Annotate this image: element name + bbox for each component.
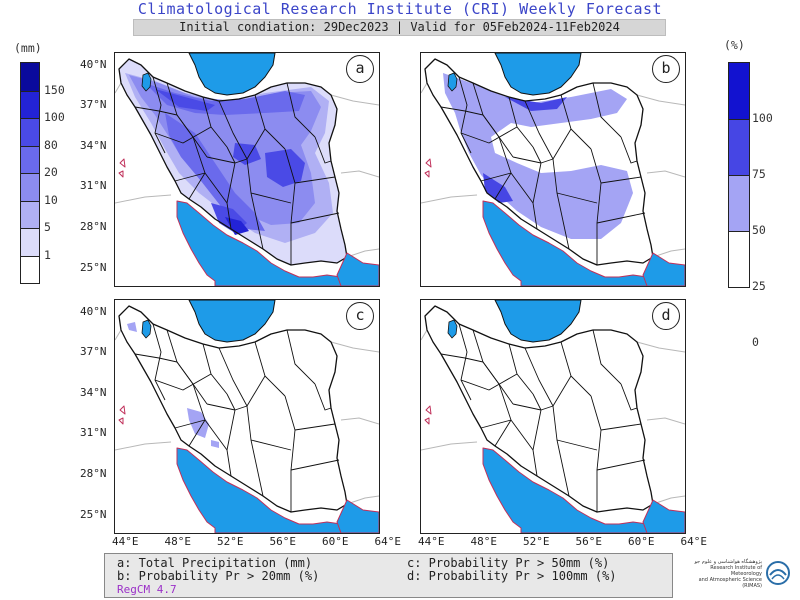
longitude-label: 60°E bbox=[322, 535, 349, 548]
left-colorbar-swatch bbox=[21, 173, 39, 201]
panel-a-letter: a bbox=[346, 55, 374, 83]
panel-b-probability-20mm: b bbox=[420, 52, 686, 287]
left-colorbar-label: 100 bbox=[44, 110, 65, 124]
longitude-label: 44°E bbox=[418, 535, 445, 548]
latitude-label: 28°N bbox=[80, 467, 107, 480]
latitude-label: 31°N bbox=[80, 179, 107, 192]
right-colorbar-swatch bbox=[729, 231, 749, 287]
longitude-label: 56°E bbox=[269, 535, 297, 548]
panel-c-probability-50mm: c bbox=[114, 299, 380, 534]
left-colorbar-label: 150 bbox=[44, 82, 65, 97]
longitude-label: 48°E bbox=[164, 535, 192, 548]
longitude-label: 52°E bbox=[217, 535, 244, 548]
right-colorbar-unit: (%) bbox=[724, 38, 745, 52]
left-colorbar-swatch bbox=[21, 90, 39, 118]
longitude-label: 44°E bbox=[112, 535, 139, 548]
right-colorbar-swatch bbox=[729, 119, 749, 175]
latitude-label: 34°N bbox=[80, 139, 107, 152]
longitude-label: 52°E bbox=[523, 535, 550, 548]
left-colorbar-label: 80 bbox=[44, 137, 58, 152]
latitude-label: 25°N bbox=[80, 508, 107, 521]
latitude-label: 37°N bbox=[80, 98, 107, 111]
longitude-label: 56°E bbox=[575, 535, 603, 548]
left-colorbar-label: 1 bbox=[44, 247, 51, 262]
left-colorbar-swatch bbox=[21, 118, 39, 146]
legend-c: c: Probability Pr > 50mm (%) bbox=[407, 556, 610, 570]
legend-d: d: Probability Pr > 100mm (%) bbox=[407, 569, 617, 583]
legend-box: a: Total Precipitation (mm) b: Probabili… bbox=[104, 553, 673, 598]
longitude-label: 64°E bbox=[374, 535, 402, 548]
model-name: RegCM 4.7 bbox=[117, 583, 177, 596]
panel-c-letter: c bbox=[346, 302, 374, 330]
latitude-label: 25°N bbox=[80, 261, 107, 274]
right-colorbar-swatch bbox=[729, 175, 749, 231]
panel-d-probability-100mm: d bbox=[420, 299, 686, 534]
map-subtitle: Initial condiation: 29Dec2023 | Valid fo… bbox=[133, 19, 666, 36]
map-title: Climatological Research Institute (CRI) … bbox=[137, 0, 663, 18]
map-d bbox=[421, 300, 685, 533]
latitude-label: 34°N bbox=[80, 386, 107, 399]
right-colorbar-label: 25 bbox=[752, 279, 766, 293]
latitude-label: 40°N bbox=[80, 305, 107, 318]
legend-a: a: Total Precipitation (mm) bbox=[117, 556, 313, 570]
right-colorbar-label: 100 bbox=[752, 111, 773, 125]
right-colorbar-label: 0 bbox=[752, 335, 759, 349]
left-colorbar-swatch bbox=[21, 63, 39, 91]
map-c bbox=[115, 300, 379, 533]
left-colorbar-swatch bbox=[21, 228, 39, 256]
right-colorbar bbox=[728, 62, 750, 288]
left-colorbar-unit: (mm) bbox=[14, 41, 42, 55]
left-colorbar-swatch bbox=[21, 200, 39, 228]
rimas-logo: پژوهشگاه هواشناسی و علوم جو Research Ins… bbox=[690, 556, 794, 590]
latitude-label: 28°N bbox=[80, 220, 107, 233]
latitude-label: 40°N bbox=[80, 58, 107, 71]
latitude-label: 31°N bbox=[80, 426, 107, 439]
map-b bbox=[421, 53, 685, 286]
left-colorbar-swatch bbox=[21, 145, 39, 173]
right-colorbar-swatch bbox=[729, 63, 749, 119]
panel-a-total-precipitation: a bbox=[114, 52, 380, 287]
right-colorbar-label: 75 bbox=[752, 167, 766, 181]
logo-text-en-1: Research Institute of Meteorology bbox=[710, 565, 762, 577]
left-colorbar-swatch bbox=[21, 255, 39, 283]
left-colorbar-label: 10 bbox=[44, 192, 58, 207]
longitude-label: 64°E bbox=[680, 535, 708, 548]
logo-text-en-2: and Atmospheric Science (RIMAS) bbox=[698, 577, 762, 589]
legend-b: b: Probability Pr > 20mm (%) bbox=[117, 569, 320, 583]
panel-d-letter: d bbox=[652, 302, 680, 330]
left-colorbar-label: 5 bbox=[44, 220, 51, 234]
panel-b-letter: b bbox=[652, 55, 680, 83]
logo-text-fa: پژوهشگاه هواشناسی و علوم جو bbox=[694, 559, 762, 565]
longitude-label: 48°E bbox=[470, 535, 498, 548]
longitude-label: 60°E bbox=[628, 535, 655, 548]
left-colorbar bbox=[20, 62, 40, 284]
right-colorbar-label: 50 bbox=[752, 223, 766, 237]
map-a bbox=[115, 53, 379, 286]
left-colorbar-label: 20 bbox=[44, 165, 58, 179]
latitude-label: 37°N bbox=[80, 345, 107, 358]
